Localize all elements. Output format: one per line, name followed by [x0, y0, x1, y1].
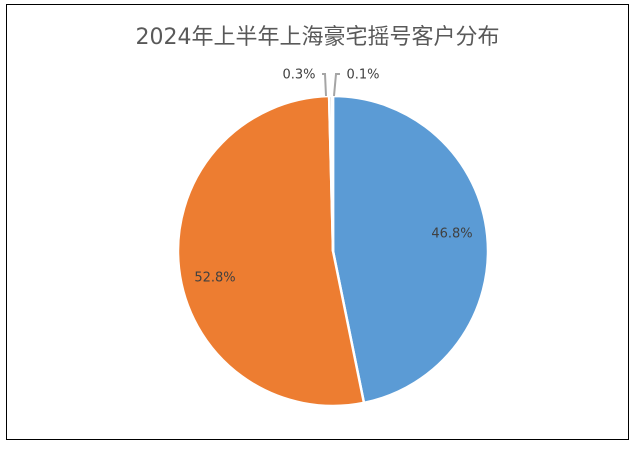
- data-label-1: 52.8%: [194, 271, 235, 286]
- data-label-0: 46.8%: [431, 227, 472, 242]
- data-label-2: 0.3%: [282, 68, 315, 83]
- pie-slices: [176, 94, 490, 408]
- leader-line-0.3: [322, 73, 327, 97]
- leader-line-0.1: [333, 73, 340, 97]
- chart-title: 2024年上半年上海豪宅摇号客户分布: [135, 25, 500, 50]
- data-labels: 46.8% 52.8% 0.3% 0.1%: [194, 68, 472, 286]
- pie-slice-0: [331, 94, 490, 405]
- data-label-3: 0.1%: [346, 68, 379, 83]
- leader-lines: [322, 73, 340, 97]
- pie-slice-3: [330, 94, 335, 253]
- pie-slice-1: [176, 94, 366, 408]
